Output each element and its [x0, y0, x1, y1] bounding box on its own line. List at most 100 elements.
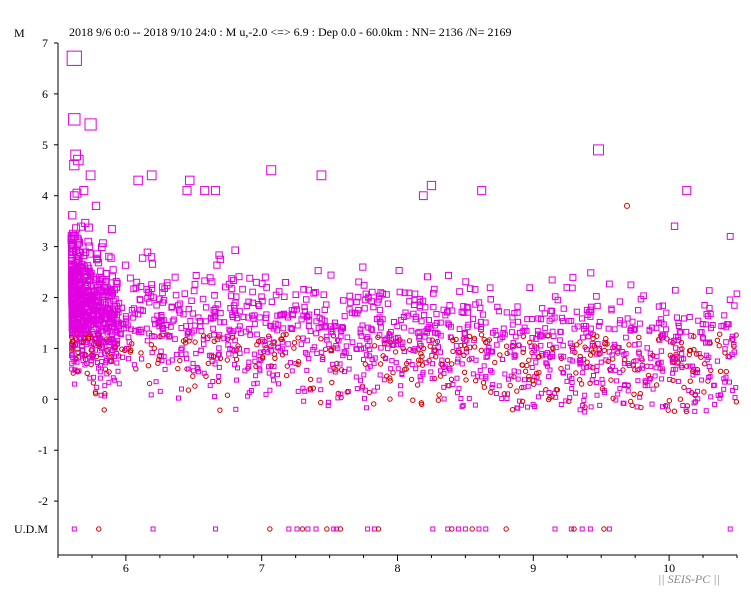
event-marker: [554, 296, 562, 304]
event-marker: [466, 344, 473, 351]
event-marker: [332, 323, 339, 330]
event-marker: [530, 401, 536, 407]
event-marker: [232, 337, 238, 344]
event-marker: [302, 388, 308, 394]
event-marker: [149, 349, 155, 356]
event-marker: [199, 295, 207, 303]
event-marker: [178, 347, 184, 353]
event-marker: [490, 382, 496, 388]
event-marker: [712, 401, 718, 407]
event-marker: [698, 329, 705, 335]
event-marker: [85, 267, 93, 275]
event-marker: [671, 337, 677, 344]
event-marker: [211, 338, 217, 344]
event-marker: [343, 350, 349, 356]
event-marker: [689, 363, 695, 369]
event-marker: [205, 360, 212, 367]
event-marker: [722, 350, 728, 356]
event-marker: [505, 391, 510, 397]
event-marker: [126, 274, 134, 282]
event-marker: [213, 261, 221, 269]
event-marker: [262, 314, 269, 321]
event-marker: [426, 317, 432, 324]
event-marker: [594, 392, 600, 398]
event-marker: [211, 292, 218, 299]
large-event-marker: [69, 160, 80, 171]
event-marker: [509, 321, 516, 328]
event-marker: [494, 342, 500, 348]
event-marker: [131, 327, 138, 334]
event-marker: [325, 403, 331, 409]
event-marker: [695, 369, 701, 375]
event-marker: [327, 271, 335, 279]
event-marker: [693, 351, 700, 357]
event-marker: [121, 261, 130, 269]
event-marker: [211, 331, 217, 338]
event-marker: [107, 358, 113, 364]
event-marker: [138, 329, 145, 336]
event-marker: [255, 338, 262, 344]
event-marker: [107, 225, 116, 234]
event-marker: [569, 284, 576, 292]
event-marker: [221, 335, 227, 342]
event-marker: [363, 352, 370, 358]
udm-event-marker: [483, 526, 489, 532]
event-marker: [688, 332, 694, 339]
event-marker: [322, 346, 329, 352]
event-marker: [678, 339, 685, 346]
event-marker: [583, 329, 590, 336]
event-marker: [413, 366, 419, 372]
event-marker: [377, 361, 384, 367]
event-marker: [667, 377, 673, 382]
udm-label: U.D.M: [14, 522, 48, 536]
event-marker: [212, 394, 218, 400]
event-marker: [235, 326, 242, 333]
event-marker: [386, 333, 393, 340]
event-marker: [726, 296, 734, 303]
udm-event-marker: [96, 526, 102, 532]
event-marker: [725, 353, 731, 360]
event-marker: [188, 297, 195, 304]
y-tick-label: 5: [42, 138, 48, 152]
event-marker: [461, 369, 468, 375]
event-marker: [711, 382, 717, 388]
event-marker: [670, 355, 676, 361]
event-marker: [256, 314, 263, 321]
event-marker: [639, 363, 645, 369]
event-marker: [374, 299, 381, 306]
udm-event-marker: [476, 526, 482, 532]
event-marker: [303, 296, 310, 303]
event-marker: [171, 273, 179, 281]
event-marker: [216, 334, 222, 340]
event-marker: [151, 345, 158, 351]
event-marker: [557, 328, 564, 335]
event-marker: [318, 399, 324, 406]
event-marker: [550, 345, 556, 351]
event-marker: [500, 325, 507, 332]
event-marker: [581, 398, 587, 403]
large-event-marker: [79, 186, 89, 196]
event-marker: [594, 333, 600, 339]
event-marker: [190, 287, 198, 295]
event-marker: [316, 314, 323, 321]
event-marker: [105, 305, 112, 312]
event-marker: [232, 352, 238, 358]
event-marker: [68, 303, 76, 310]
event-marker: [236, 346, 243, 352]
event-marker: [78, 308, 85, 315]
event-marker: [331, 322, 338, 329]
event-marker: [185, 305, 192, 313]
event-marker: [346, 292, 354, 300]
event-marker: [692, 408, 698, 414]
event-marker: [387, 396, 393, 402]
x-axis-ticks: 6 7 8 9 10: [57, 555, 738, 575]
event-marker: [93, 255, 101, 264]
event-marker: [303, 313, 310, 320]
event-marker: [705, 287, 713, 294]
event-marker: [184, 356, 190, 362]
event-marker: [384, 300, 392, 307]
event-marker: [454, 375, 460, 381]
event-marker: [432, 340, 439, 346]
event-marker: [538, 331, 544, 338]
event-marker: [429, 376, 435, 382]
